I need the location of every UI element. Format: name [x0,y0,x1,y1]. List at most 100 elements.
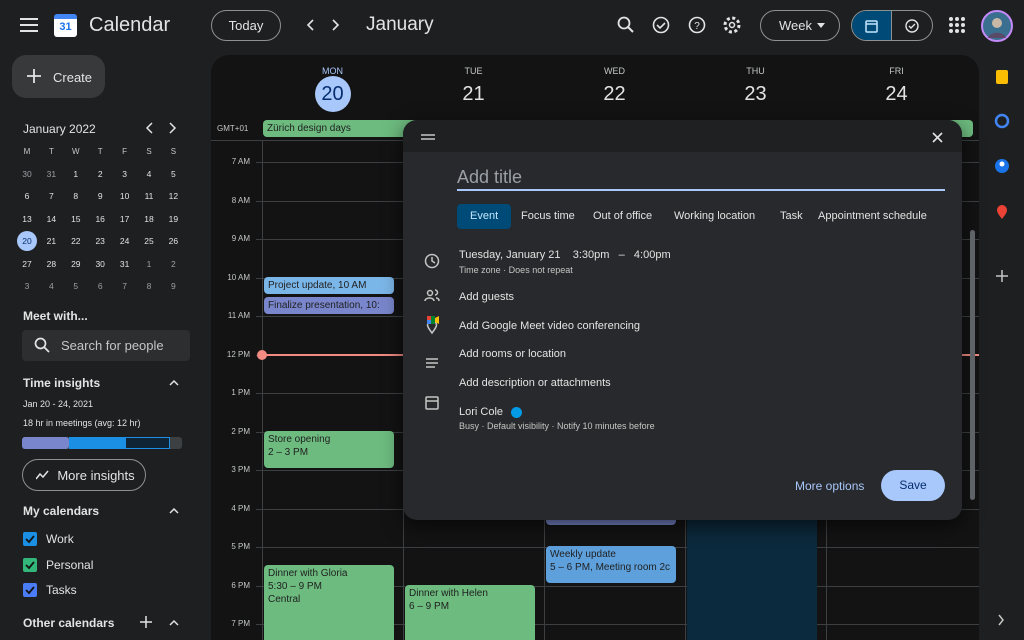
event[interactable]: Store opening 2 – 3 PM [264,431,394,468]
save-button[interactable]: Save [881,470,945,501]
event-block[interactable] [687,505,817,640]
mini-date[interactable]: 6 [24,191,30,202]
mini-date[interactable]: 22 [71,236,81,247]
event-type-tab[interactable]: Focus time [521,210,575,222]
event-type-tab[interactable]: Event [457,204,512,229]
calendar-owner[interactable]: Lori Cole [459,406,504,418]
mini-date[interactable]: 4 [146,169,152,179]
mini-date[interactable]: 11 [144,191,154,202]
mini-date[interactable]: 3 [122,169,127,179]
mini-date[interactable]: 29 [71,258,81,269]
event-type-tab[interactable]: Task [780,210,803,222]
mini-date[interactable]: 9 [171,281,176,291]
title-input[interactable]: Add title [457,167,945,191]
calendar-checkbox[interactable] [23,557,37,572]
mini-date[interactable]: 28 [46,258,57,269]
day-date[interactable]: 20 [314,76,351,112]
insights-range: Jan 20 - 24, 2021 [23,399,94,409]
event-time: 2 – 3 PM [268,447,309,458]
mini-date[interactable]: 20 [17,231,37,252]
day-date[interactable]: 21 [462,83,485,105]
add-guests[interactable]: Add guests [459,291,515,303]
day-date[interactable]: 22 [603,83,626,105]
mini-date[interactable]: 15 [71,213,81,224]
calendar-checkbox[interactable] [23,532,37,546]
mini-date[interactable]: 1 [73,169,79,179]
mini-date[interactable]: 5 [73,281,79,291]
event-type-tab[interactable]: Out of office [593,210,653,222]
mini-date[interactable]: 25 [144,236,154,247]
side-panel[interactable] [990,65,1014,635]
mini-date[interactable]: 30 [95,258,105,269]
event[interactable]: Finalize presentation, 10: [264,297,394,314]
close-icon[interactable] [932,132,943,143]
mini-date[interactable]: 10 [119,191,130,202]
mini-date[interactable]: 12 [168,191,179,202]
mini-date[interactable]: 17 [119,213,130,224]
day-date[interactable]: 23 [744,83,767,105]
drag-handle[interactable] [421,134,435,140]
menu-icon[interactable] [20,17,38,33]
mini-date[interactable]: 5 [171,169,176,179]
mini-date[interactable]: 7 [49,191,54,202]
toolbar-icons[interactable]: ? [616,15,746,35]
mini-date[interactable]: 31 [119,258,130,269]
mini-date[interactable]: 21 [46,236,57,247]
create-button[interactable]: Create [12,55,105,98]
more-options-button[interactable]: More options [795,479,865,493]
search-icon [34,337,50,353]
calendar-mode[interactable] [852,11,892,40]
event[interactable]: Project update, 10 AM [264,277,394,294]
mini-date[interactable]: 8 [146,281,152,291]
meet-with: Meet with... [23,309,88,323]
mini-date[interactable]: 2 [171,258,176,269]
mini-date[interactable]: 14 [46,213,57,224]
mini-date[interactable]: 23 [95,236,105,247]
mini-date[interactable]: 27 [22,258,32,269]
mini-date[interactable]: 30 [22,169,32,179]
mini-date[interactable]: 3 [24,281,30,291]
mini-date[interactable]: 6 [97,281,103,291]
mini-date[interactable]: 1 [146,258,152,269]
mini-date[interactable]: 7 [122,281,127,291]
mini-date[interactable]: 18 [144,213,154,224]
add-meet[interactable]: Add Google Meet video conferencing [459,320,641,332]
add-location[interactable]: Add rooms or location [459,348,566,360]
day-divider [262,140,263,640]
mini-date[interactable]: 9 [97,191,103,202]
mini-date[interactable]: 13 [22,213,32,224]
sidebar-controls[interactable] [138,375,182,631]
mini-date[interactable]: 2 [97,169,103,179]
mini-date[interactable]: 26 [168,236,179,247]
current-month: January [366,14,434,35]
more-insights-button[interactable]: More insights [22,459,146,491]
event-time: 5 – 6 PM, Meeting room 2c [550,562,671,573]
mini-date[interactable]: 4 [49,281,54,291]
hour-label: 7 AM [231,157,250,166]
event-type-tab[interactable]: Working location [674,210,756,222]
event-title: Project update, 10 AM [268,280,367,291]
mini-date[interactable]: 8 [73,191,79,202]
nav-arrows[interactable] [304,18,344,32]
mode-toggle[interactable] [851,10,933,41]
calendar-checkbox[interactable] [23,583,37,597]
weekday: T [48,147,54,156]
search-people[interactable]: Search for people [22,330,190,361]
time-dash: – [618,249,625,261]
apps-icon[interactable] [949,17,965,33]
event[interactable]: Weekly update 5 – 6 PM, Meeting room 2c [546,546,676,583]
day-date[interactable]: 24 [885,83,908,105]
mini-nav[interactable] [144,122,180,134]
event[interactable]: Dinner with Gloria 5:30 – 9 PM Central [264,565,394,640]
event-type-tab[interactable]: Appointment schedule [818,210,927,222]
mini-date[interactable]: 24 [119,236,130,247]
avatar[interactable] [981,10,1013,42]
mini-date[interactable]: 16 [95,213,105,224]
mini-date[interactable]: 19 [168,213,179,224]
mini-date[interactable]: 31 [46,169,57,179]
event-date[interactable]: Tuesday, January 21 3:30pm – 4:00pm [459,249,671,261]
today-button[interactable]: Today [211,10,281,41]
event[interactable]: Dinner with Helen 6 – 9 PM [405,585,535,640]
view-select[interactable]: Week [760,10,840,41]
add-description[interactable]: Add description or attachments [459,377,611,389]
